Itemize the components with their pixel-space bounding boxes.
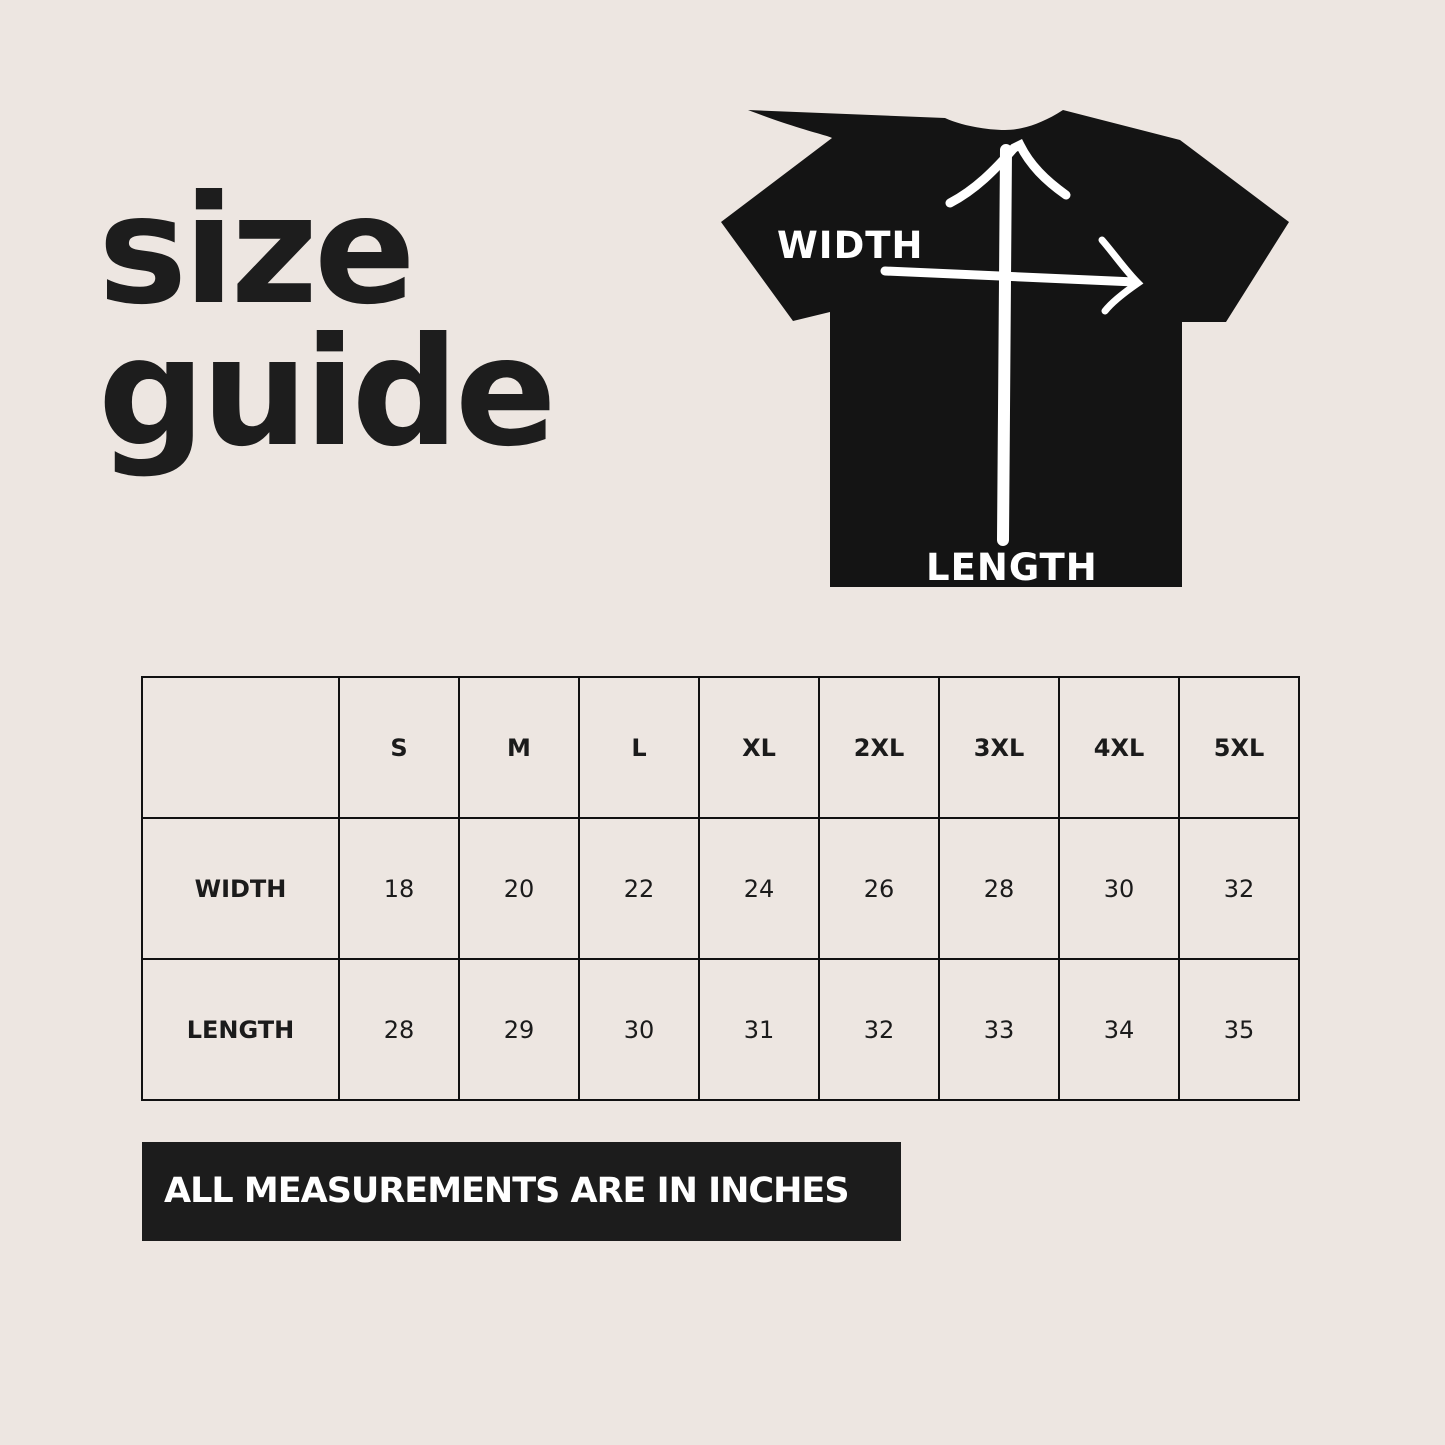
row-label: LENGTH [141,958,340,1101]
table-cell: 20 [458,817,580,960]
table-cell: 29 [458,958,580,1101]
header-cell-l: L [578,676,700,819]
measurement-note: ALL MEASUREMENTS ARE IN INCHES [142,1142,901,1241]
table-cell: 30 [1058,817,1180,960]
table-cell: 24 [698,817,820,960]
header-cell-xl: XL [698,676,820,819]
table-cell: 32 [818,958,940,1101]
table-cell: 34 [1058,958,1180,1101]
header-cell-3xl: 3XL [938,676,1060,819]
header-cell-empty [141,676,340,819]
arrowhead-up-icon [945,138,1071,208]
title-line-1: size [98,164,416,338]
size-table: S M L XL 2XL 3XL 4XL 5XL WIDTH 18 20 22 … [141,676,1300,1101]
table-cell: 35 [1178,958,1300,1101]
table-cell: 26 [818,817,940,960]
table-cell: 28 [938,817,1060,960]
header-cell-s: S [338,676,460,819]
header-cell-m: M [458,676,580,819]
table-row-length: LENGTH 28 29 30 31 32 33 34 35 [141,958,1300,1101]
vertical-arrow-icon [997,144,1012,546]
page-title: size guide [98,176,557,468]
table-cell: 33 [938,958,1060,1101]
header-cell-2xl: 2XL [818,676,940,819]
horizontal-arrow-icon [880,266,1140,287]
row-label: WIDTH [141,817,340,960]
table-cell: 18 [338,817,460,960]
width-label: WIDTH [777,224,924,267]
length-label: LENGTH [926,546,1098,589]
header-cell-4xl: 4XL [1058,676,1180,819]
table-cell: 32 [1178,817,1300,960]
table-cell: 30 [578,958,700,1101]
table-row-width: WIDTH 18 20 22 24 26 28 30 32 [141,817,1300,960]
table-cell: 31 [698,958,820,1101]
title-line-2: guide [98,306,557,480]
table-cell: 28 [338,958,460,1101]
table-header-row: S M L XL 2XL 3XL 4XL 5XL [141,676,1300,819]
arrowhead-right-icon [1098,236,1144,315]
header-cell-5xl: 5XL [1178,676,1300,819]
table-cell: 22 [578,817,700,960]
